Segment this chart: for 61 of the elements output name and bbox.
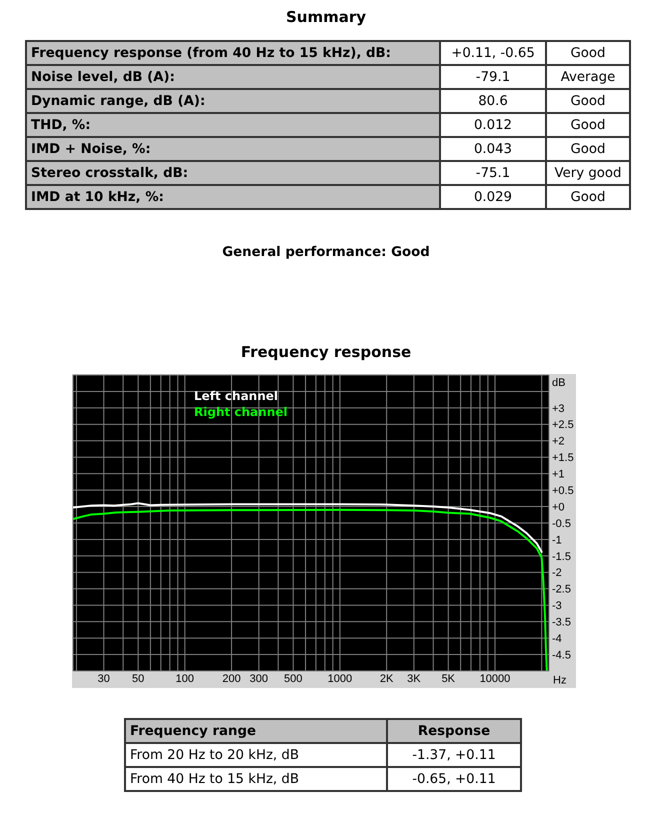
text: Noise level, dB (A): <box>31 70 175 84</box>
chart-title: Frequency response <box>240 343 412 361</box>
x-tick-label: 2K <box>380 672 394 685</box>
text: THD, %: <box>31 118 91 132</box>
text: Very good <box>554 166 622 180</box>
x-tick-label: 50 <box>132 672 144 685</box>
text: 80.6 <box>478 94 508 108</box>
y-tick-label: -2.5 <box>552 584 571 596</box>
x-axis-title: Hz <box>553 674 566 686</box>
x-tick-label: 3K <box>407 672 422 685</box>
text: Good <box>570 94 606 108</box>
y-tick-label: +0 <box>552 501 565 514</box>
text: Average <box>560 70 616 84</box>
text: Good <box>570 190 606 204</box>
y-tick-label: -0.5 <box>552 518 571 530</box>
text: Left channel <box>194 388 280 404</box>
text: -0.65, +0.11 <box>412 772 496 786</box>
text: General performance: Good <box>222 245 430 260</box>
text: Right channel <box>194 404 288 420</box>
x-tick-label: 100 <box>176 672 194 685</box>
text: Summary <box>286 8 366 26</box>
text: IMD + Noise, %: <box>31 142 151 156</box>
x-tick-label: 10000 <box>480 672 510 685</box>
y-tick-label: -1.5 <box>552 550 571 563</box>
text: 0.012 <box>474 118 512 132</box>
y-tick-label: +2.5 <box>552 419 574 432</box>
text: Dynamic range, dB (A): <box>31 94 206 108</box>
text: Stereo crosstalk, dB: <box>31 166 188 180</box>
x-tick-label: 300 <box>250 672 268 685</box>
text: From 20 Hz to 20 kHz, dB <box>130 748 299 762</box>
text: 0.029 <box>474 190 512 204</box>
text: Frequency response (from 40 Hz to 15 kHz), dB: <box>31 46 391 60</box>
y-tick-label: -3.5 <box>552 616 571 629</box>
x-tick-label: 500 <box>284 672 302 685</box>
y-tick-label: -2 <box>552 567 562 580</box>
x-tick-label: 5K <box>442 672 456 685</box>
text: IMD at 10 kHz, %: <box>31 190 164 204</box>
text: Good <box>570 46 606 60</box>
y-tick-label: +2 <box>552 436 565 448</box>
y-tick-label: +3 <box>552 402 565 415</box>
y-tick-label: +0.5 <box>552 485 574 498</box>
text: -75.1 <box>476 166 510 180</box>
y-tick-label: -3 <box>552 600 562 612</box>
x-tick-label: 30 <box>98 672 110 685</box>
text: Good <box>570 142 606 156</box>
x-tick-label: 1000 <box>328 672 352 685</box>
y-tick-label: -1 <box>552 534 562 546</box>
y-axis-title: dB <box>552 376 566 389</box>
category-label: Response <box>418 724 490 738</box>
y-tick-label: -4 <box>552 633 562 646</box>
text: -1.37, +0.11 <box>412 748 496 762</box>
text: -79.1 <box>476 70 510 84</box>
text: 0.043 <box>474 142 512 156</box>
category-label: Frequency range <box>130 724 256 738</box>
y-tick-label: +1.5 <box>552 452 574 464</box>
y-tick-label: -4.5 <box>552 649 571 662</box>
text: +0.11, -0.65 <box>451 46 535 60</box>
text: Good <box>570 118 606 132</box>
y-tick-label: +1 <box>552 468 565 481</box>
text: From 40 Hz to 15 kHz, dB <box>130 772 299 786</box>
x-tick-label: 200 <box>222 672 241 685</box>
